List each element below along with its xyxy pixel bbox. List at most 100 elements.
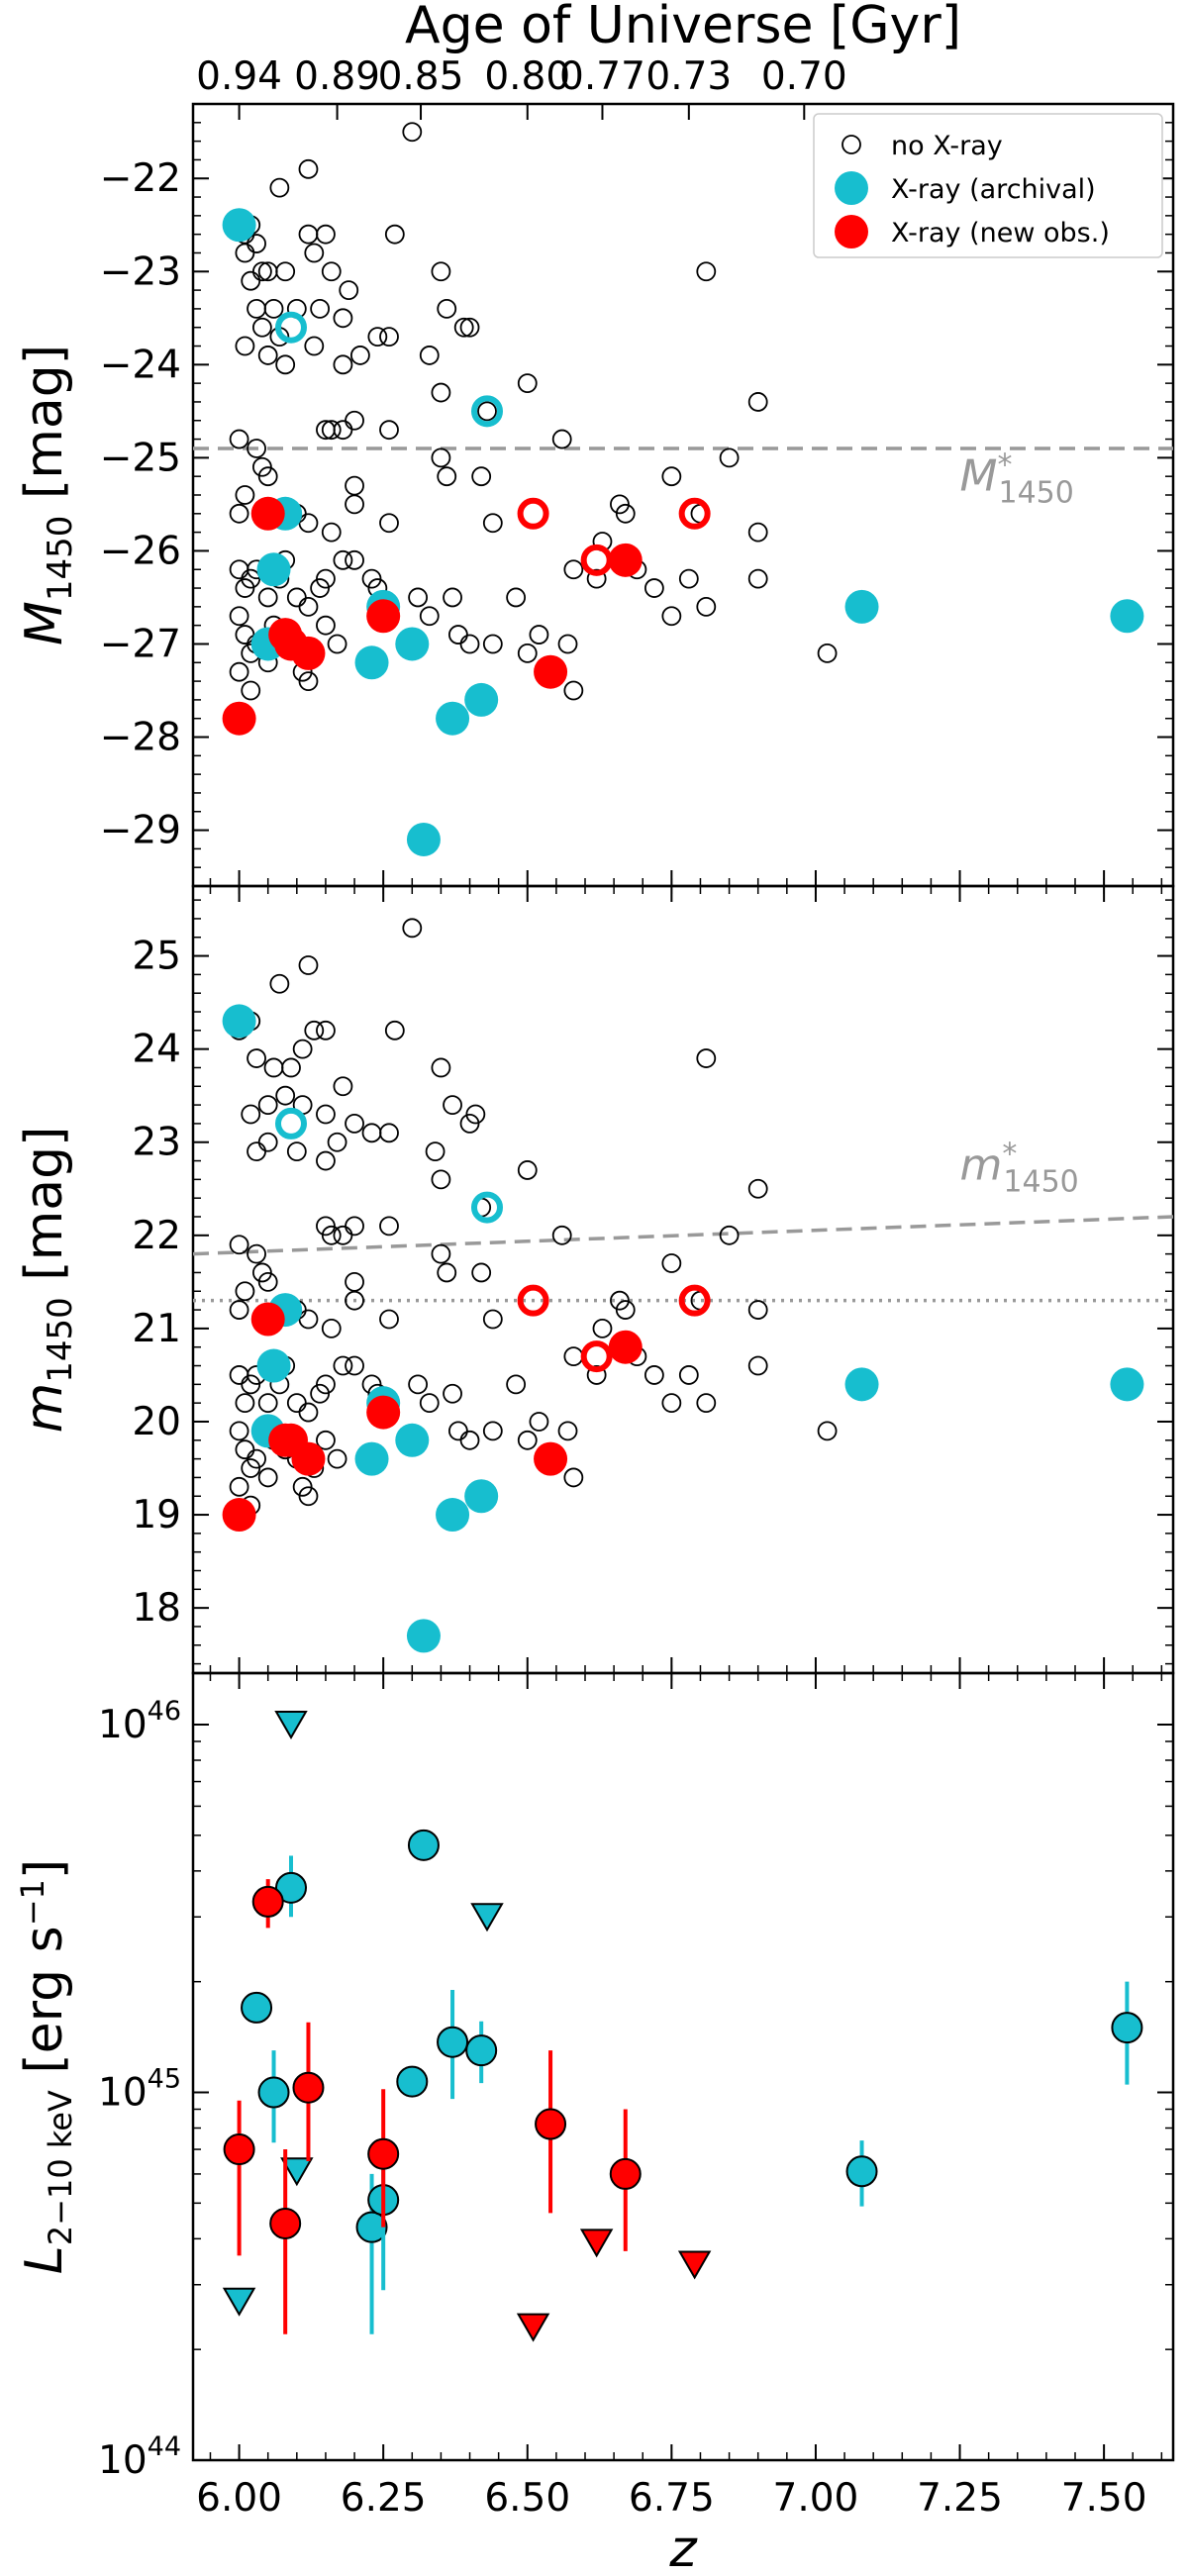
- no-xray-point: [298, 1402, 319, 1423]
- xray-new-point: [366, 1395, 401, 1430]
- no-xray-point: [431, 261, 451, 282]
- no-xray-point: [529, 1412, 549, 1432]
- no-xray-point: [661, 1393, 682, 1414]
- no-xray-point: [379, 327, 399, 347]
- no-xray-point: [447, 1421, 468, 1441]
- no-xray-point: [247, 1448, 266, 1469]
- xray-new-luminosity: [292, 2071, 325, 2104]
- no-xray-point: [482, 1309, 503, 1330]
- x-tick-label: 6.00: [196, 2476, 282, 2521]
- no-xray-point: [241, 1104, 261, 1125]
- no-xray-point: [292, 1039, 313, 1059]
- no-xray-point: [304, 1020, 325, 1040]
- no-xray-point: [817, 643, 838, 663]
- xray-new-luminosity: [251, 1885, 284, 1918]
- no-xray-point: [747, 522, 768, 543]
- m-star-label: m* 1450: [960, 1137, 1079, 1199]
- no-xray-point: [235, 578, 255, 598]
- no-xray-point: [361, 1123, 382, 1143]
- no-xray-point: [517, 1160, 538, 1180]
- xray-new-point: [222, 1498, 256, 1533]
- legend-marker-new: [835, 215, 868, 248]
- no-xray-point: [333, 420, 353, 441]
- no-xray-point: [316, 568, 336, 589]
- no-xray-point: [517, 373, 538, 394]
- no-xray-point: [269, 177, 290, 198]
- top-axis-tick-label: 0.73: [645, 54, 732, 99]
- no-xray-point: [345, 494, 364, 515]
- no-xray-point: [719, 447, 740, 468]
- xray-archival-point: [222, 1004, 256, 1039]
- xray-archival-point: [222, 208, 256, 243]
- no-xray-point: [275, 354, 296, 375]
- no-xray-point: [316, 1150, 336, 1171]
- top-axis-tick-label: 0.85: [378, 54, 464, 99]
- xray-archival-upper-limit: [275, 311, 307, 344]
- no-xray-point: [235, 1393, 255, 1414]
- xray-archival-point: [395, 1423, 430, 1457]
- no-xray-point: [327, 1132, 347, 1152]
- no-xray-point: [459, 1430, 480, 1450]
- no-xray-point: [747, 568, 768, 589]
- xray-archival-upper-limit-triangle: [274, 1711, 308, 1740]
- no-xray-point: [229, 429, 249, 449]
- no-xray-point: [678, 568, 699, 589]
- no-xray-point: [471, 1262, 492, 1283]
- no-xray-point: [241, 1374, 261, 1395]
- no-xray-point: [247, 1048, 266, 1068]
- no-xray-point: [235, 1439, 255, 1460]
- xray-new-point: [222, 701, 256, 736]
- y-axis-title: m1450 [mag]: [15, 1127, 80, 1434]
- no-xray-point: [316, 1020, 336, 1040]
- no-xray-point: [229, 503, 249, 524]
- no-xray-point: [275, 261, 296, 282]
- no-xray-point: [477, 401, 497, 422]
- m-star-label: M* 1450: [960, 447, 1074, 510]
- no-xray-point: [292, 1476, 313, 1497]
- xray-new-luminosity: [269, 2207, 302, 2239]
- y-tick-label: −29: [100, 809, 181, 853]
- no-xray-point: [447, 625, 468, 644]
- no-xray-point: [298, 596, 319, 617]
- xray-archival-point: [256, 1348, 291, 1383]
- no-xray-point: [229, 1476, 249, 1497]
- xray-new-point: [608, 543, 643, 577]
- no-xray-point: [379, 513, 399, 534]
- no-xray-point: [361, 568, 382, 589]
- no-xray-point: [517, 1430, 538, 1450]
- xray-archival-upper-limit-triangle: [222, 2287, 256, 2317]
- xray-archival-point: [844, 1367, 879, 1402]
- xray-new-luminosity: [609, 2157, 642, 2190]
- no-xray-point: [345, 1290, 364, 1311]
- xray-archival-point: [395, 627, 430, 661]
- y-tick-label: −24: [100, 343, 181, 387]
- xray-archival-luminosity: [396, 2065, 429, 2098]
- no-xray-point: [345, 1216, 364, 1237]
- no-xray-point: [557, 1421, 578, 1441]
- no-xray-point: [661, 466, 682, 487]
- no-xray-point: [551, 429, 572, 449]
- xray-new-upper-limit: [517, 1284, 549, 1317]
- no-xray-point: [257, 1132, 278, 1152]
- no-xray-point: [316, 1104, 336, 1125]
- y-tick-label: −28: [100, 716, 181, 760]
- no-xray-point: [644, 1365, 664, 1385]
- no-xray-point: [529, 625, 549, 644]
- panel-frame-2: [191, 884, 1175, 1675]
- no-xray-point: [235, 485, 255, 505]
- legend-label: X-ray (new obs.): [891, 218, 1110, 248]
- y-tick-label: 19: [132, 1493, 181, 1537]
- top-axis-tick-label: 0.77: [559, 54, 645, 99]
- no-xray-point: [443, 587, 462, 608]
- xray-archival-luminosity: [241, 1991, 273, 2024]
- no-xray-point: [316, 224, 336, 245]
- no-xray-point: [298, 1486, 319, 1507]
- no-xray-point: [465, 1104, 486, 1125]
- no-xray-point: [419, 1393, 440, 1414]
- y-tick-label: 1044: [98, 2431, 181, 2483]
- no-xray-point: [257, 1271, 278, 1292]
- no-xray-point: [298, 224, 319, 245]
- xray-new-upper-limit: [580, 544, 613, 576]
- no-xray-point: [229, 606, 249, 627]
